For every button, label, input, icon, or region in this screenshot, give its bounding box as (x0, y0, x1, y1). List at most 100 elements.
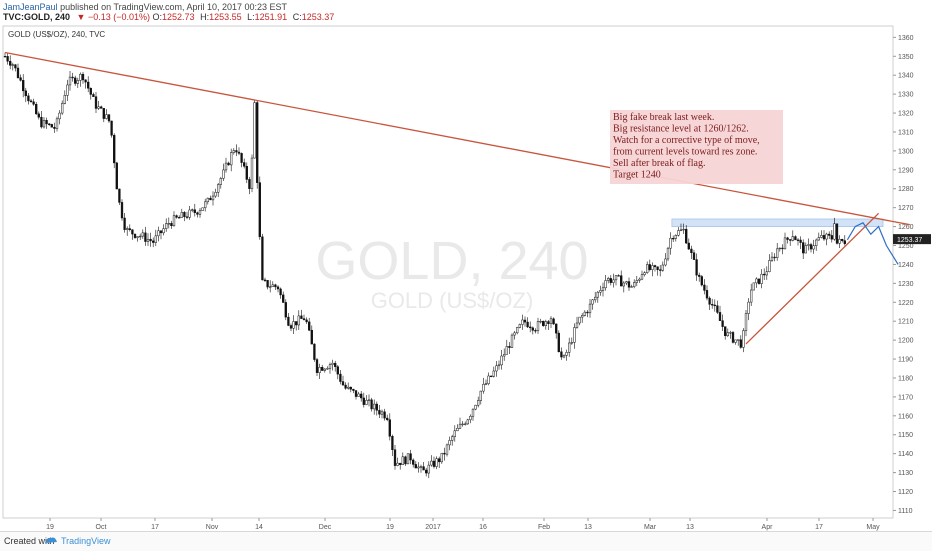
annotation-line: from current levels toward res zone. (613, 147, 757, 158)
y-tick-label: 1200 (898, 338, 914, 345)
candle-body (703, 284, 706, 291)
candle-body (32, 101, 35, 105)
candle-body (760, 273, 763, 284)
ohlc-line: TVC:GOLD, 240 ▼ −0.13 (−0.01%) O:1252.73… (3, 12, 337, 22)
candle-body (123, 217, 126, 230)
candle-body (609, 278, 612, 283)
symbol-label: TVC:GOLD, 240 (3, 12, 71, 22)
price-tag-label: 1253.37 (897, 237, 922, 244)
candle-body (76, 80, 79, 84)
candle-body (747, 301, 750, 314)
candle-body (583, 311, 586, 316)
candle-body (139, 235, 142, 238)
candle-body (157, 230, 160, 237)
candle-body (630, 286, 633, 288)
candle-body (113, 134, 116, 164)
candle-body (201, 207, 204, 211)
candle-body (35, 103, 38, 115)
y-tick-label: 1280 (898, 186, 914, 193)
candle-body (152, 240, 155, 243)
candle-body (154, 235, 157, 243)
x-tick-label: 13 (686, 524, 694, 531)
candle-body (425, 469, 428, 474)
candle-body (167, 223, 170, 225)
candle-body (432, 460, 436, 467)
candle-body (222, 169, 225, 179)
candle-body (318, 367, 321, 373)
published-text: published on TradingView.com, April 10, … (60, 2, 288, 12)
candle-body (178, 217, 181, 219)
candle-body (16, 67, 20, 78)
candle-body (807, 244, 810, 246)
candle-body (700, 276, 703, 286)
candle-body (716, 305, 719, 313)
candle-body (396, 462, 399, 466)
chart-header: JamJeanPaul published on TradingView.com… (0, 0, 932, 24)
candle-body (445, 444, 449, 455)
chart-title: GOLD (US$/OZ), 240, TVC (8, 30, 105, 39)
candle-body (578, 316, 581, 324)
open-label: O: (152, 12, 163, 22)
candle-body (659, 269, 662, 271)
candle-body (74, 77, 77, 84)
candle-body (802, 242, 805, 254)
candle-body (24, 90, 27, 97)
candle-body (214, 191, 217, 197)
y-tick-label: 1120 (898, 489, 913, 496)
candle-body (313, 343, 316, 360)
candle-body (165, 223, 168, 229)
candle-body (29, 100, 33, 102)
candle-body (344, 384, 347, 389)
candle-body (526, 321, 529, 328)
y-tick-label: 1150 (898, 432, 913, 439)
candle-body (375, 403, 378, 411)
candle-body (482, 383, 485, 392)
candle-body (183, 212, 186, 218)
candle-body (349, 386, 352, 390)
candle-body (243, 162, 246, 167)
y-tick-label: 1350 (898, 54, 914, 61)
candle-body (269, 286, 272, 288)
candle-body (63, 95, 66, 104)
candle-body (323, 368, 326, 371)
y-tick-label: 1330 (898, 92, 914, 99)
candle-body (669, 237, 672, 249)
candle-body (809, 244, 813, 250)
candle-body (50, 124, 53, 128)
annotation-box (610, 110, 783, 184)
candle-body (729, 332, 732, 334)
candle-body (622, 282, 625, 287)
x-tick-label: Nov (206, 524, 219, 531)
author-link[interactable]: JamJeanPaul (3, 2, 58, 12)
candle-body (718, 312, 722, 321)
x-tick-label: Mar (644, 524, 657, 531)
candle-body (334, 362, 337, 367)
watermark-main: GOLD, 240 (315, 231, 588, 291)
candle-body (651, 265, 654, 270)
candle-body (518, 324, 521, 328)
y-tick-label: 1260 (898, 224, 914, 231)
candle-body (133, 233, 137, 238)
candle-body (37, 113, 40, 118)
candle-body (170, 223, 173, 227)
candle-body (560, 351, 563, 358)
candle-body (58, 112, 61, 120)
candle-body (120, 202, 124, 219)
candle-body (625, 281, 628, 284)
candle-body (141, 232, 144, 237)
created-with-text: Created with (4, 536, 55, 546)
candle-body (726, 332, 729, 336)
candle-body (783, 237, 787, 250)
candle-body (690, 248, 693, 253)
candle-body (209, 197, 212, 201)
y-tick-label: 1250 (898, 243, 914, 250)
x-tick-label: Oct (96, 524, 107, 531)
tradingview-logo-icon (45, 537, 57, 543)
tradingview-link[interactable]: TradingView (61, 536, 111, 546)
candle-body (484, 383, 488, 385)
candle-body (656, 266, 659, 270)
candle-body (292, 321, 295, 329)
candle-body (469, 415, 472, 421)
price-chart[interactable]: 1110 1120 1130 1140 1150 1160 1170 1180 1190 1200… (0, 24, 932, 531)
candle-body (136, 236, 139, 238)
